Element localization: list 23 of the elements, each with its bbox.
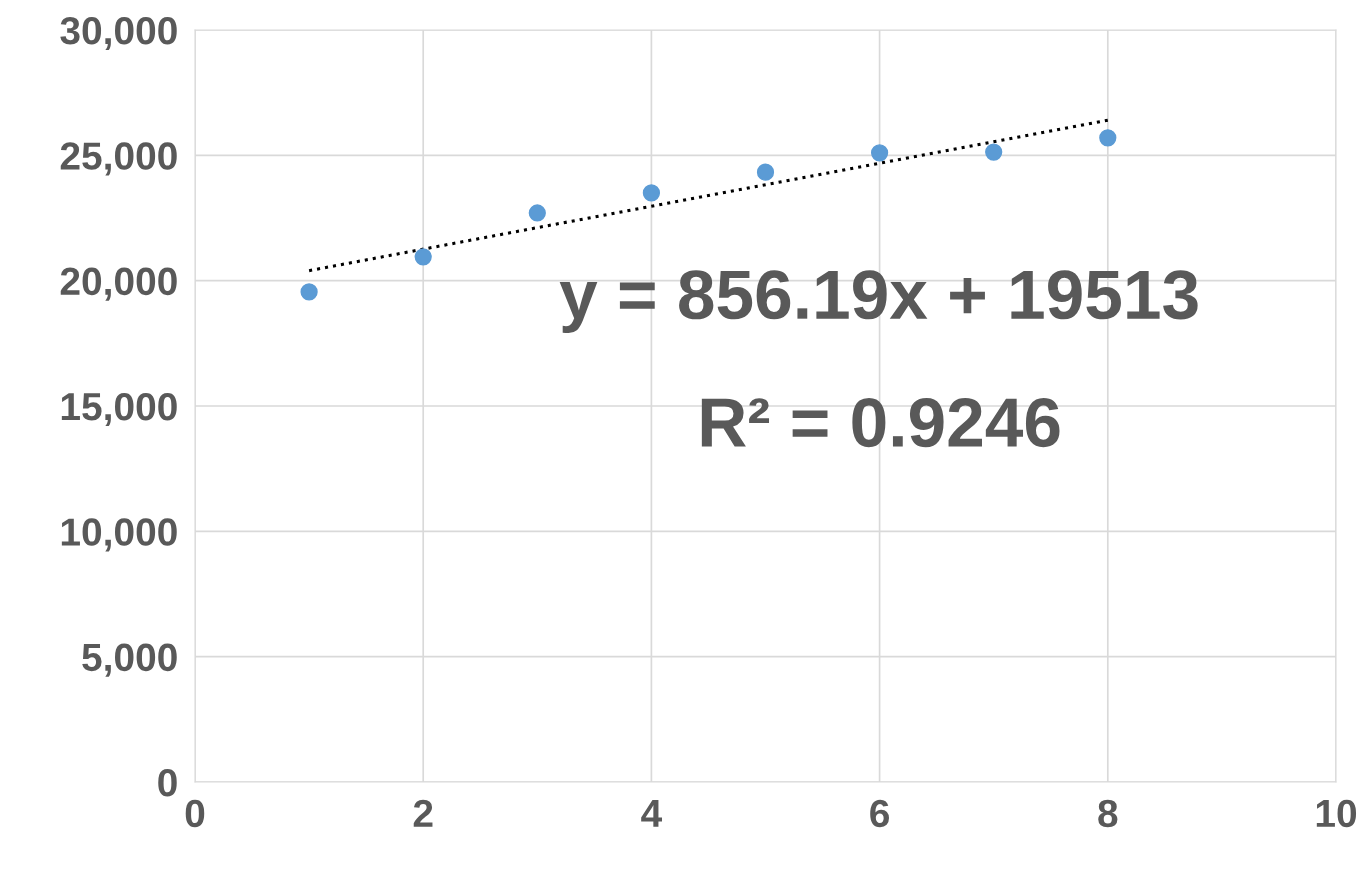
point <box>1099 129 1117 147</box>
point <box>756 163 775 181</box>
x-tick-label: 2 <box>413 799 433 827</box>
y-tick-label: 5,000 <box>82 643 177 677</box>
point <box>870 144 889 162</box>
y-tick-label: 30,000 <box>60 16 177 51</box>
point <box>300 283 318 301</box>
y-tick-label: 10,000 <box>61 518 177 552</box>
x-tick-label: 8 <box>1098 799 1118 828</box>
y-tick-label: 15,000 <box>61 392 177 427</box>
x-tick-label: 10 <box>1316 799 1357 828</box>
point <box>985 143 1003 161</box>
x-tick-label: 4 <box>641 800 663 827</box>
point <box>528 204 546 222</box>
point <box>642 184 661 202</box>
annotation: R² = 0.9246 <box>701 398 1060 448</box>
point <box>414 248 432 266</box>
x-tick-label: 6 <box>870 799 890 828</box>
annotation: y = 856.19x + 19513 <box>559 270 1198 334</box>
y-tick-label: 0 <box>158 768 177 797</box>
y-tick-label: 20,000 <box>60 267 177 301</box>
y-tick-label: 25,000 <box>60 142 177 176</box>
x-tick-label: 0 <box>185 799 205 828</box>
